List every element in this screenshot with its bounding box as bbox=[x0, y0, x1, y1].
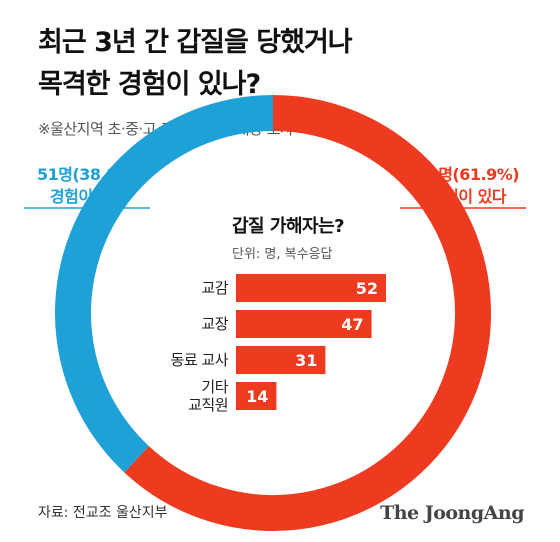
bar-chart-title: 갑질 가해자는? bbox=[232, 216, 345, 237]
bar-1 bbox=[236, 310, 372, 338]
no-experience-text: 경험이 없다 bbox=[49, 187, 127, 206]
bar-value-label-1: 47 bbox=[341, 315, 363, 334]
title-line-1: 최근 3년 간 갑질을 당했거나 bbox=[38, 27, 353, 58]
source-note: 자료: 전교조 울산지부 bbox=[38, 505, 168, 521]
yes-experience-text: 경험이 있다 bbox=[429, 187, 507, 206]
bar-value-label-2: 31 bbox=[295, 351, 317, 370]
bar-category-label-0: 교감 bbox=[201, 279, 228, 297]
brand-logo: The JoongAng bbox=[380, 502, 524, 524]
no-experience-label: 51명(38.1%) 경험이 없다 bbox=[28, 164, 148, 208]
bar-value-label-3: 14 bbox=[246, 387, 268, 406]
page-title: 최근 3년 간 갑질을 당했거나 목격한 경험이 있나? bbox=[38, 22, 518, 106]
ring-segment-yes-experience bbox=[124, 95, 491, 531]
bar-category-label-2: 동료 교사 bbox=[170, 351, 229, 369]
bar-category-label-3: 기타 교직원 bbox=[188, 378, 228, 414]
yes-experience-value: 83명(61.9%) bbox=[416, 165, 520, 184]
yes-experience-label: 83명(61.9%) 경험이 있다 bbox=[408, 164, 528, 208]
bar-value-label-0: 52 bbox=[356, 279, 378, 298]
bar-2 bbox=[236, 346, 326, 374]
bar-category-label-1: 교장 bbox=[201, 315, 228, 333]
ring-segment-no-experience bbox=[55, 95, 274, 473]
title-line-2: 목격한 경험이 있나? bbox=[38, 69, 261, 100]
bar-chart-unit: 단위: 명, 복수응답 bbox=[232, 247, 333, 262]
no-experience-value: 51명(38.1%) bbox=[36, 165, 140, 184]
bar-0 bbox=[236, 274, 386, 302]
bar-3 bbox=[236, 382, 277, 410]
